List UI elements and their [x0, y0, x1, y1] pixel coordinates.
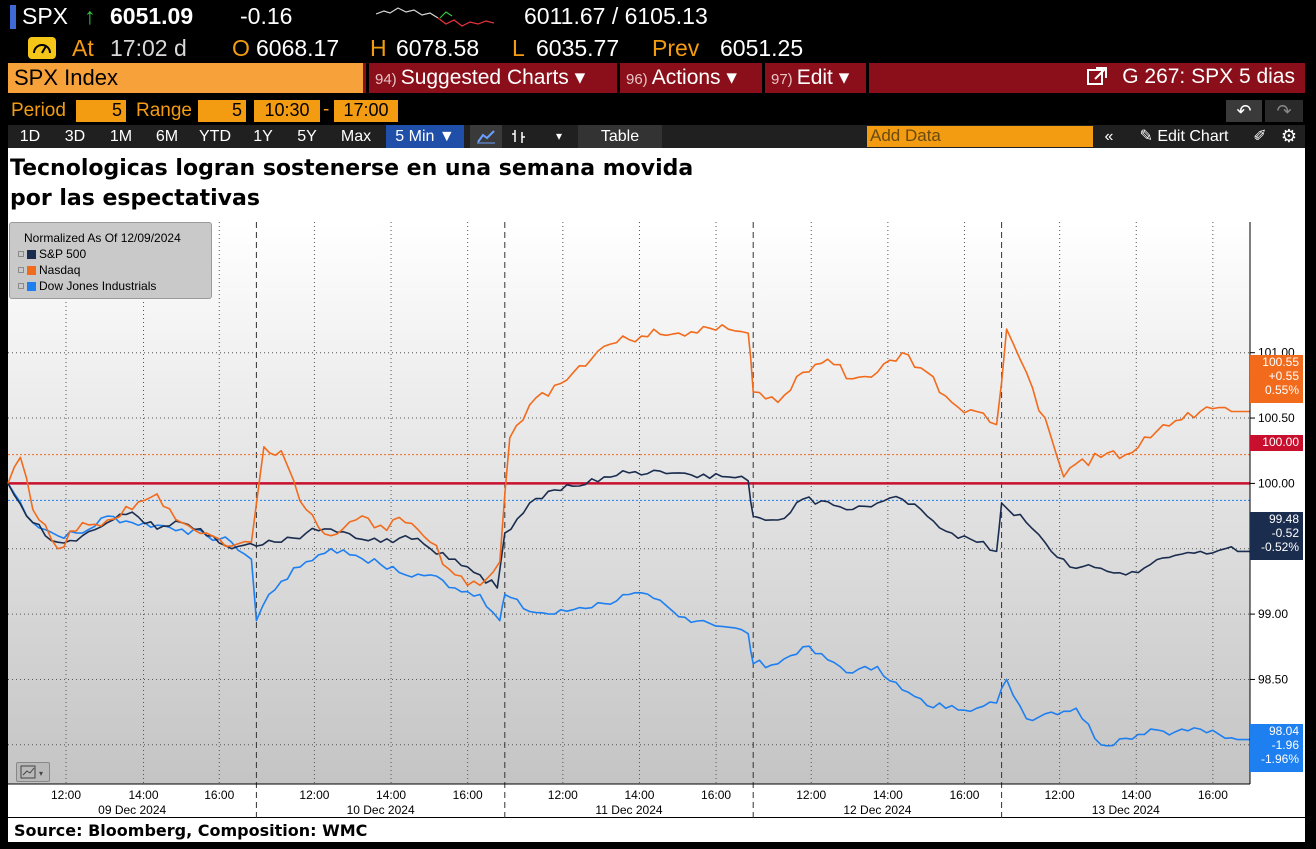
mini-chart-icon[interactable]: ▾ — [16, 762, 50, 782]
tab-1y[interactable]: 1Y — [253, 128, 273, 145]
series-line-sp500 — [7, 469, 1250, 589]
x-tick-label: 16:00 — [701, 788, 731, 802]
tab-5y[interactable]: 5Y — [297, 128, 317, 145]
sparkline — [376, 7, 494, 27]
x-tick-label: 12:00 — [51, 788, 81, 802]
x-tick-label: 14:00 — [1121, 788, 1151, 802]
time-to-field[interactable]: 17:00 — [334, 100, 398, 122]
open-value: 6068.17 — [256, 35, 340, 61]
suggested-charts-menu[interactable]: 94) Suggested Charts ▾ — [366, 63, 614, 93]
legend-header: Normalized As Of 12/09/2024 — [24, 231, 181, 245]
period-field[interactable]: 5 — [76, 100, 126, 122]
security-input[interactable]: SPX Index — [8, 63, 363, 93]
tab-ytd[interactable]: YTD — [199, 128, 231, 145]
high-value: 6078.58 — [396, 35, 480, 61]
x-tick-label: 16:00 — [1198, 788, 1228, 802]
redo-icon[interactable]: ↷ — [1265, 100, 1303, 122]
legend-item-sp500[interactable]: S&P 500 — [18, 247, 86, 262]
high-label: H — [370, 35, 387, 61]
legend-item-nasdaq[interactable]: Nasdaq — [18, 263, 80, 278]
undo-icon[interactable]: ↶ — [1226, 100, 1262, 122]
low-value: 6035.77 — [536, 35, 620, 61]
legend-item-dow[interactable]: Dow Jones Industrials — [18, 279, 156, 294]
security-marker — [10, 5, 16, 29]
day-label: 12 Dec 2024 — [843, 803, 911, 817]
last-price: 6051.09 — [110, 3, 194, 29]
add-data-input[interactable]: Add Data — [867, 126, 1093, 147]
actions-menu[interactable]: 96) Actions ▾ — [617, 63, 759, 93]
day-range: 6011.67 / 6105.13 — [524, 3, 708, 29]
gear-icon[interactable]: ⚙ — [1280, 126, 1298, 146]
x-tick-label: 12:00 — [548, 788, 578, 802]
day-label: 10 Dec 2024 — [347, 803, 415, 817]
range-field[interactable]: 5 — [198, 100, 246, 122]
x-tick-label: 14:00 — [624, 788, 654, 802]
low-label: L — [512, 35, 525, 61]
x-tick-label: 16:00 — [453, 788, 483, 802]
day-label: 11 Dec 2024 — [595, 803, 662, 817]
toolbar: 1D 3D 1M 6M YTD 1Y 5Y Max 5 Min ▼ ▾ Tabl… — [8, 125, 1305, 148]
double-chevron-left-icon[interactable]: « — [1104, 128, 1114, 145]
table-button[interactable]: Table — [578, 125, 662, 148]
y-tick-label: 100.00 — [1258, 476, 1295, 490]
prev-value: 6051.25 — [720, 35, 804, 61]
tab-1m[interactable]: 1M — [109, 128, 133, 145]
time-dash: - — [323, 99, 330, 120]
tab-3d[interactable]: 3D — [64, 128, 86, 145]
svg-text:▾: ▾ — [39, 769, 43, 778]
y-tick-label: 99.00 — [1258, 607, 1288, 621]
edit-layout-icon[interactable]: ✐ — [1253, 128, 1267, 145]
tab-6m[interactable]: 6M — [155, 128, 179, 145]
x-tick-label: 16:00 — [949, 788, 979, 802]
range-label: Range — [136, 100, 192, 121]
x-tick-label: 14:00 — [376, 788, 406, 802]
nasdaq-last-badge: 100.55 +0.55 0.55% — [1250, 355, 1303, 403]
external-link-icon[interactable] — [1086, 66, 1108, 86]
pencil-icon: ✎ — [1139, 128, 1153, 145]
day-label: 09 Dec 2024 — [98, 803, 166, 817]
edit-chart-button[interactable]: ✎ Edit Chart — [1139, 128, 1229, 145]
chart-type-dropdown[interactable]: ▾ — [555, 129, 563, 143]
up-arrow-icon: ↑ — [84, 3, 96, 29]
quote-details: At 17:02 d O 6068.17 H 6078.58 L 6035.77… — [0, 34, 1316, 62]
tab-max[interactable]: Max — [340, 128, 372, 145]
source-note: Source: Bloomberg, Composition: WMC — [8, 818, 1305, 842]
period-row: Period 5 Range 5 10:30 - 17:00 ↶ ↷ — [0, 98, 1316, 124]
time-from-field[interactable]: 10:30 — [254, 100, 320, 122]
plot-area — [8, 222, 1250, 784]
x-tick-label: 12:00 — [1045, 788, 1075, 802]
x-tick-label: 16:00 — [204, 788, 234, 802]
edit-menu[interactable]: 97) Edit ▾ — [762, 63, 866, 93]
gauge-icon — [28, 37, 56, 59]
net-change: -0.16 — [240, 3, 293, 29]
ticker: SPX — [22, 3, 69, 29]
function-title: G 267: SPX 5 dias — [866, 63, 1305, 93]
at-label: At — [72, 35, 94, 61]
legend: Normalized As Of 12/09/2024 S&P 500 Nasd… — [9, 222, 212, 299]
period-label: Period — [11, 100, 66, 121]
x-tick-label: 12:00 — [299, 788, 329, 802]
y-tick-label: 98.50 — [1258, 672, 1288, 686]
quote-time: 17:02 d — [110, 35, 187, 61]
x-tick-label: 14:00 — [128, 788, 158, 802]
y-tick-label: 100.50 — [1258, 411, 1295, 425]
bar-chart-icon[interactable] — [504, 125, 534, 148]
sp500-last-badge: 99.48 -0.52 -0.52% — [1250, 512, 1303, 560]
dow-last-badge: 98.04 -1.96 -1.96% — [1250, 724, 1303, 772]
x-tick-label: 14:00 — [873, 788, 903, 802]
baseline-badge: 100.00 — [1250, 435, 1303, 451]
tab-1d[interactable]: 1D — [19, 128, 41, 145]
x-tick-label: 12:00 — [796, 788, 826, 802]
series-line-nasdaq — [7, 324, 1250, 587]
line-chart-icon[interactable] — [470, 125, 502, 148]
quote-bar: SPX ↑ 6051.09 -0.16 6011.67 / 6105.13 — [0, 0, 1316, 34]
day-label: 13 Dec 2024 — [1092, 803, 1160, 817]
chart-title: Tecnologicas logran sostenerse en una se… — [10, 156, 694, 211]
prev-label: Prev — [652, 35, 700, 61]
open-label: O — [232, 35, 250, 61]
tab-5min[interactable]: 5 Min ▼ — [386, 125, 464, 148]
